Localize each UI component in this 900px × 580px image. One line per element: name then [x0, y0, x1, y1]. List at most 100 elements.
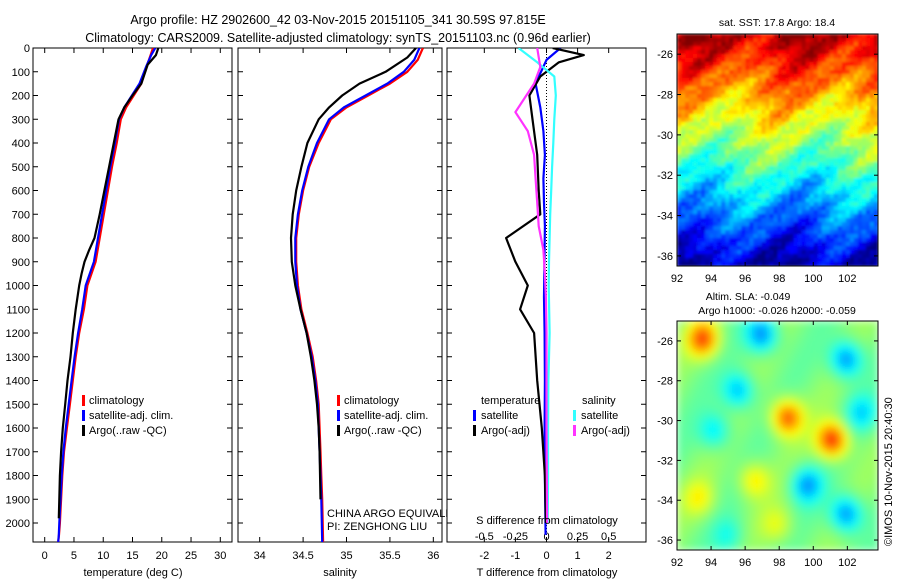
- heatmap-cell: [805, 214, 811, 219]
- heatmap-cell: [677, 186, 682, 191]
- heatmap-cell: [725, 166, 730, 171]
- heatmap-cell: [712, 430, 718, 437]
- heatmap-cell: [829, 194, 835, 199]
- heatmap-cell: [817, 218, 823, 223]
- heatmap-cell: [821, 234, 827, 239]
- heatmap-cell: [849, 162, 855, 167]
- heatmap-cell: [813, 138, 819, 143]
- heatmap-cell: [692, 380, 698, 387]
- heatmap-cell: [777, 162, 783, 167]
- heatmap-cell: [822, 385, 829, 392]
- heatmap-cell: [687, 465, 693, 471]
- heatmap-cell: [873, 130, 878, 135]
- heatmap-cell: [749, 98, 754, 103]
- heatmap-cell: [705, 74, 710, 79]
- heatmap-cell: [789, 110, 795, 115]
- heatmap-cell: [729, 110, 734, 115]
- heatmap-cell: [697, 410, 703, 417]
- heatmap-cell: [712, 405, 718, 412]
- y-tick-label: 1400: [6, 376, 30, 388]
- heatmap-cell: [817, 62, 823, 67]
- heatmap-cell: [781, 158, 787, 163]
- heatmap-cell: [769, 118, 775, 123]
- x-tick-label: 36: [427, 550, 439, 562]
- heatmap-cell: [693, 198, 698, 203]
- heatmap-cell: [862, 415, 869, 422]
- heatmap-cell: [749, 130, 754, 135]
- heatmap-cell: [757, 230, 763, 235]
- heatmap-cell: [737, 525, 743, 531]
- heatmap-cell: [721, 66, 726, 71]
- heatmap-cell: [752, 480, 759, 486]
- heatmap-cell: [862, 480, 869, 486]
- heatmap-cell: [797, 82, 803, 87]
- heatmap-cell: [787, 535, 794, 541]
- heatmap-cell: [747, 410, 753, 417]
- heatmap-cell: [801, 102, 807, 107]
- heatmap-cell: [713, 62, 718, 67]
- heatmap-cell: [689, 54, 694, 59]
- heatmap-cell: [853, 186, 859, 191]
- heatmap-cell: [737, 350, 743, 357]
- heatmap-cell: [845, 238, 851, 243]
- heatmap-cell: [825, 158, 831, 163]
- heatmap-cell: [709, 38, 714, 43]
- heatmap-cell: [797, 340, 804, 347]
- heatmap-cell: [821, 66, 827, 71]
- heatmap-cell: [732, 445, 738, 452]
- heatmap-cell: [693, 66, 698, 71]
- heatmap-cell: [832, 530, 839, 536]
- heatmap-cell: [752, 435, 759, 442]
- heatmap-cell: [832, 425, 839, 432]
- heatmap-cell: [832, 500, 839, 506]
- heatmap-cell: [685, 94, 690, 99]
- y-tick-label: 1300: [6, 352, 30, 364]
- heatmap-cell: [702, 335, 708, 342]
- heatmap-cell: [757, 435, 764, 442]
- heatmap-cell: [849, 98, 855, 103]
- heatmap-cell: [753, 126, 758, 131]
- heatmap-cell: [693, 178, 698, 183]
- heatmap-cell: [745, 166, 750, 171]
- heatmap-cell: [742, 510, 748, 516]
- heatmap-cell: [772, 330, 779, 337]
- heatmap-cell: [797, 158, 803, 163]
- heatmap-cell: [825, 174, 831, 179]
- heatmap-cell: [732, 535, 738, 541]
- heatmap-cell: [802, 365, 809, 372]
- heatmap-cell: [732, 370, 738, 377]
- heatmap-cell: [767, 430, 774, 437]
- heatmap-cell: [857, 178, 863, 183]
- heatmap-cell: [797, 194, 803, 199]
- heatmap-cell: [792, 420, 799, 427]
- heatmap-cell: [717, 246, 722, 251]
- heatmap-cell: [687, 335, 693, 342]
- heatmap-cell: [681, 162, 686, 167]
- heatmap-cell: [821, 262, 827, 266]
- heatmap-cell: [705, 78, 710, 83]
- heatmap-cell: [685, 114, 690, 119]
- heatmap-cell: [785, 210, 791, 215]
- heatmap-cell: [867, 420, 874, 427]
- heatmap-cell: [687, 405, 693, 412]
- heatmap-cell: [792, 450, 799, 457]
- heatmap-cell: [809, 114, 815, 119]
- heatmap-cell: [717, 126, 722, 131]
- heatmap-cell: [797, 90, 803, 95]
- heatmap-cell: [687, 370, 693, 377]
- heatmap-cell: [682, 445, 688, 452]
- heatmap-cell: [713, 102, 718, 107]
- heatmap-cell: [682, 365, 688, 372]
- heatmap-cell: [721, 138, 726, 143]
- difference-legend: temperature salinitysatelliteArgo(-adj)sa…: [473, 395, 630, 437]
- heatmap-cell: [845, 86, 851, 91]
- heatmap-cell: [833, 238, 839, 243]
- heatmap-cell: [753, 222, 758, 227]
- heatmap-cell: [707, 445, 713, 452]
- heatmap-cell: [817, 395, 824, 402]
- heatmap-cell: [709, 214, 714, 219]
- heatmap-cell: [785, 258, 791, 263]
- heatmap-cell: [812, 480, 819, 486]
- heatmap-cell: [821, 126, 827, 131]
- heatmap-cell: [837, 515, 844, 521]
